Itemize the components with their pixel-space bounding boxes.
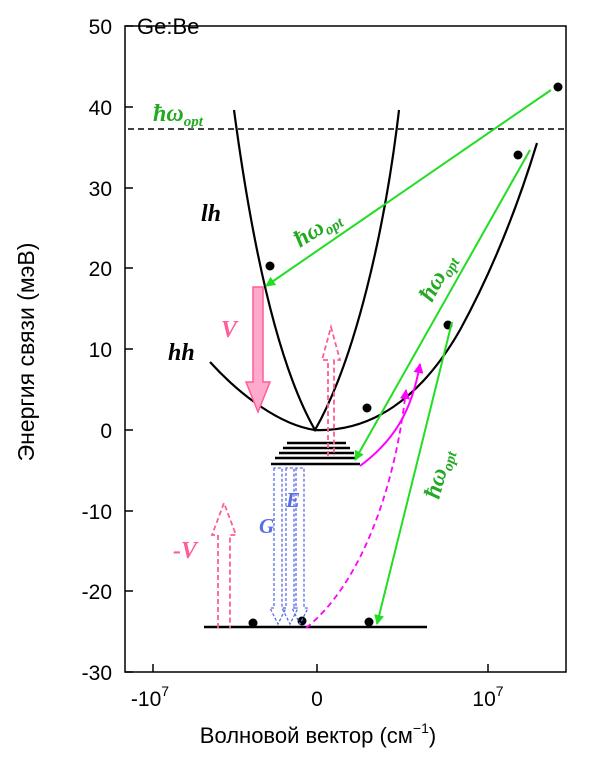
y-tick-label: -10 (82, 501, 112, 524)
lh-label: lh (201, 201, 221, 227)
diagram-title: Ge:Be (137, 14, 199, 39)
hh-label: hh (168, 340, 195, 366)
y-tick-label: 40 (89, 97, 112, 120)
minus-v-label: -V (173, 538, 199, 564)
x-tick-label: 0 (311, 688, 323, 711)
blue-dashed-transitions (268, 467, 310, 626)
y-tick-label: 10 (89, 339, 112, 362)
y-axis: 50 40 30 20 10 0 -10 -20 -30 Энергия свя… (13, 16, 133, 685)
magenta-dashed-curve (305, 389, 410, 629)
x-axis-label: Волновой вектор (см−1) (200, 720, 436, 748)
lh-band-curve (232, 109, 401, 433)
v-transition-arrow[interactable] (244, 286, 272, 415)
y-tick-label: 30 (89, 178, 112, 201)
y-tick-label: -30 (82, 662, 112, 685)
acceptor-levels (271, 441, 360, 466)
y-tick-label: 20 (89, 258, 112, 281)
x-tick-label: -107 (131, 683, 169, 711)
g-label: G (259, 514, 274, 538)
x-axis: -107 0 107 Волновой вектор (см−1) (131, 664, 504, 748)
y-axis-label: Энергия связи (мэВ) (13, 243, 39, 462)
y-tick-label: 50 (89, 16, 112, 39)
x-tick-label: 107 (472, 683, 503, 711)
y-tick-label: -20 (82, 581, 112, 604)
hw-opt-label-low: ħωopt (420, 446, 461, 502)
hw-opt-label-right: ħωopt (414, 249, 463, 307)
pink-dashed-up-arrow (320, 323, 342, 456)
y-tick-label: 0 (100, 420, 112, 443)
minus-v-dashed-arrow (210, 500, 238, 628)
phonon-transitions (265, 89, 552, 625)
v-label: V (221, 317, 239, 343)
e-label: E (285, 488, 300, 512)
hw-opt-label-top: ħωopt (153, 101, 204, 130)
hw-opt-label-mid: ħωopt (289, 204, 347, 256)
state-dots (248, 82, 563, 628)
magenta-solid-curve (359, 363, 424, 467)
